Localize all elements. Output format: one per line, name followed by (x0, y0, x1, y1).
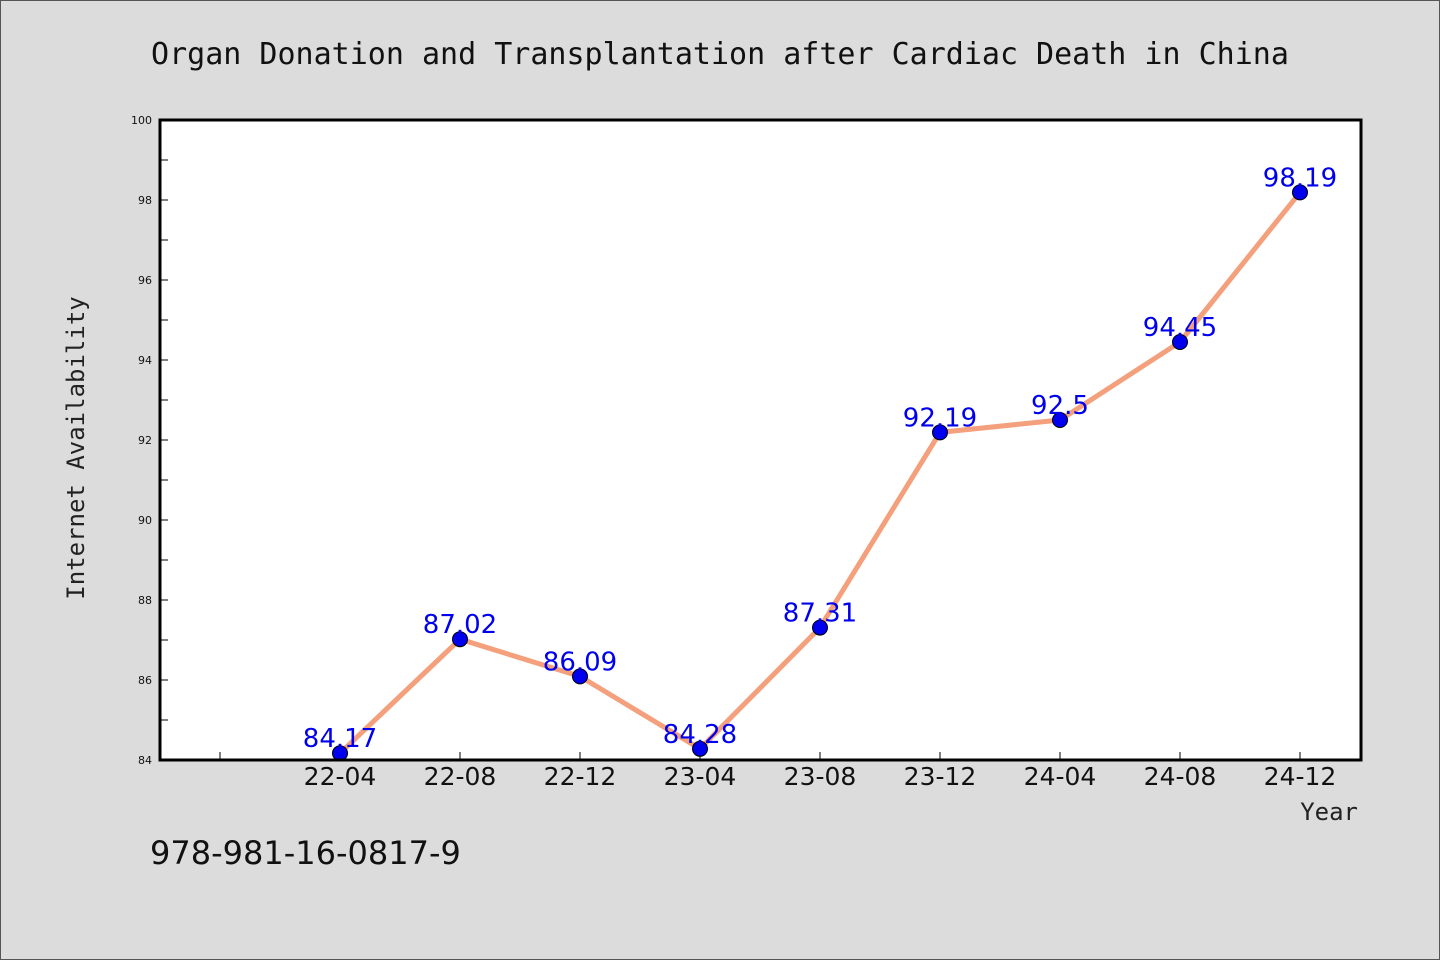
plot-area (160, 120, 1361, 760)
x-tick-label: 24-08 (1144, 762, 1217, 791)
data-label: 94.45 (1143, 313, 1217, 343)
y-tick-label: 86 (138, 674, 152, 687)
x-axis: 22-04 22-08 22-12 23-04 23-08 23-12 24-04 24-08… (219, 752, 1337, 791)
x-tick-label: 23-04 (664, 762, 737, 791)
data-point (932, 424, 948, 441)
data-label: 84.17 (303, 724, 377, 754)
y-tick-label: 92 (138, 434, 152, 447)
x-tick-label: 24-04 (1024, 762, 1097, 791)
y-tick-label: 84 (138, 754, 152, 767)
series-layer (332, 184, 1308, 762)
data-label: 87.02 (423, 610, 497, 640)
data-label: 87.31 (783, 599, 857, 629)
y-tick-label: 98 (138, 194, 152, 207)
isbn-text: 978-981-16-0817-9 (150, 834, 461, 872)
data-label: 92.19 (903, 403, 977, 433)
y-tick-label: 94 (138, 354, 152, 367)
y-tick-label: 100 (131, 114, 152, 127)
y-tick-label: 88 (138, 594, 152, 607)
x-tick-label: 22-08 (424, 762, 497, 791)
x-axis-title: Year (1300, 798, 1358, 826)
chart-title: Organ Donation and Transplantation after… (151, 37, 1289, 72)
x-tick-label: 22-04 (304, 762, 377, 791)
plot-border (158, 118, 1363, 762)
y-axis-title: Internet Availability (62, 296, 90, 599)
y-tick-label: 96 (138, 274, 152, 287)
y-tick-label: 90 (138, 514, 152, 527)
x-tick-label: 23-08 (784, 762, 857, 791)
data-label: 98.19 (1263, 163, 1337, 193)
data-point (572, 668, 588, 685)
data-point (812, 619, 828, 636)
x-tick-label: 22-12 (544, 762, 617, 791)
data-label: 84.28 (663, 720, 737, 750)
data-point (1052, 412, 1068, 428)
data-labels: 84.17 87.02 86.09 84.28 87.31 92.19 92.5 94.45 9… (303, 163, 1337, 754)
data-point (1172, 334, 1188, 350)
data-point (692, 740, 708, 757)
x-tick-label: 23-12 (904, 762, 977, 791)
x-tick-label: 24-12 (1264, 762, 1337, 791)
data-label: 92.5 (1031, 391, 1089, 421)
data-point (1292, 184, 1308, 201)
data-label: 86.09 (543, 647, 617, 677)
data-point (452, 631, 468, 648)
